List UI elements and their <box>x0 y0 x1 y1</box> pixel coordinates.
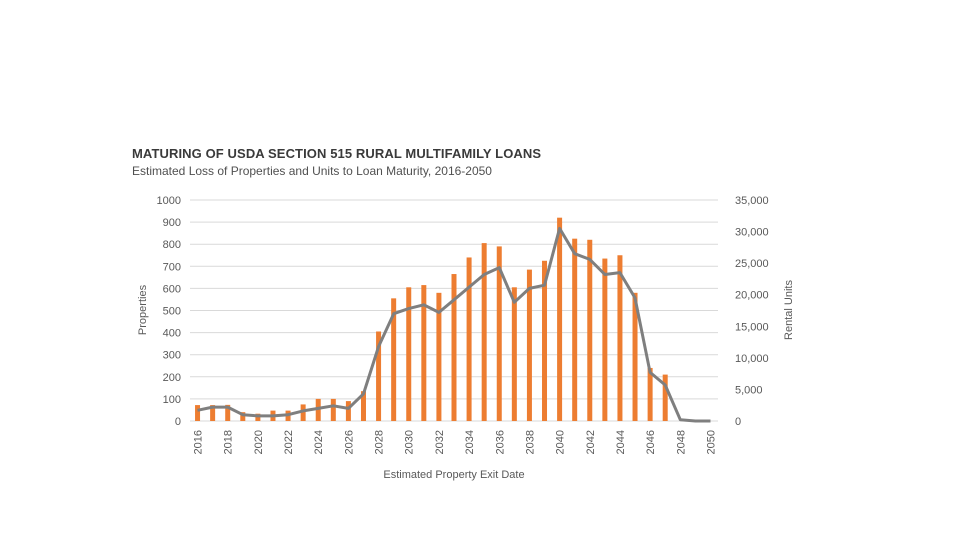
bar <box>572 238 578 421</box>
bar <box>602 258 608 421</box>
x-tick-label: 2022 <box>283 430 295 454</box>
y-tick-label: 700 <box>163 261 181 273</box>
y2-tick-label: 25,000 <box>735 258 769 270</box>
bar <box>195 405 201 421</box>
y-tick-label: 1000 <box>157 195 181 207</box>
bar <box>406 287 412 421</box>
bar <box>496 246 502 421</box>
x-tick-label: 2038 <box>524 430 536 454</box>
bar <box>557 217 563 421</box>
y2-tick-label: 0 <box>735 416 741 428</box>
x-tick-label: 2032 <box>434 430 446 454</box>
x-tick-label: 2036 <box>494 430 506 454</box>
bar <box>300 404 306 421</box>
bar <box>225 404 231 421</box>
x-tick-label: 2020 <box>253 430 265 454</box>
bar <box>451 274 457 421</box>
y2-tick-label: 10,000 <box>735 353 769 365</box>
bar <box>632 292 638 421</box>
y-tick-label: 200 <box>163 372 181 384</box>
y2-tick-label: 20,000 <box>735 290 769 302</box>
y-tick-label: 500 <box>163 306 181 318</box>
bar <box>330 398 336 421</box>
bar <box>647 367 653 421</box>
bar <box>210 405 216 421</box>
x-tick-label: 2018 <box>223 430 235 454</box>
y-tick-label: 900 <box>163 217 181 229</box>
x-tick-label: 2024 <box>313 430 325 454</box>
bar <box>345 401 351 421</box>
x-tick-label: 2026 <box>343 430 355 454</box>
y-tick-label: 0 <box>175 416 181 428</box>
x-tick-label: 2016 <box>193 430 205 454</box>
bar <box>315 398 321 421</box>
y2-tick-label: 5,000 <box>735 384 763 396</box>
x-tick-label: 2034 <box>464 430 476 454</box>
y2-axis-title: Rental Units <box>783 280 795 340</box>
y2-tick-label: 15,000 <box>735 321 769 333</box>
bar <box>662 374 668 421</box>
y2-tick-label: 35,000 <box>735 195 769 207</box>
rental-units-line <box>197 226 711 423</box>
chart-subtitle: Estimated Loss of Properties and Units t… <box>132 164 492 178</box>
bar <box>376 331 382 421</box>
chart-title: MATURING OF USDA SECTION 515 RURAL MULTI… <box>132 146 542 161</box>
bar <box>466 257 472 421</box>
y-tick-label: 100 <box>163 394 181 406</box>
x-tick-label: 2042 <box>585 430 597 454</box>
y2-tick-label: 30,000 <box>735 227 769 239</box>
bar <box>617 255 623 421</box>
bar <box>481 243 487 421</box>
x-tick-label: 2028 <box>374 430 386 454</box>
bar <box>526 269 532 421</box>
x-tick-label: 2050 <box>705 430 717 454</box>
bar <box>436 292 442 421</box>
bar <box>587 239 593 421</box>
y-axis-title: Properties <box>137 284 149 335</box>
y-tick-label: 300 <box>163 350 181 362</box>
bar <box>542 260 548 421</box>
x-axis-title: Estimated Property Exit Date <box>383 469 524 481</box>
bar <box>421 285 427 421</box>
bar <box>240 412 246 421</box>
x-tick-label: 2048 <box>675 430 687 454</box>
y-tick-label: 400 <box>163 328 181 340</box>
bar <box>360 391 366 421</box>
x-tick-label: 2030 <box>404 430 416 454</box>
bar <box>511 287 517 421</box>
y-tick-label: 800 <box>163 239 181 251</box>
x-tick-label: 2044 <box>615 430 627 454</box>
x-tick-label: 2046 <box>645 430 657 454</box>
x-tick-label: 2040 <box>555 430 567 454</box>
bar <box>391 298 397 421</box>
y-tick-label: 600 <box>163 283 181 295</box>
